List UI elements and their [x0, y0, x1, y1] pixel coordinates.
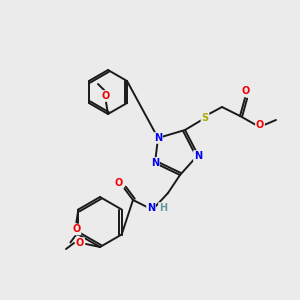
Text: O: O [242, 86, 250, 96]
Text: O: O [102, 91, 110, 101]
Text: N: N [147, 203, 155, 213]
Text: O: O [256, 120, 264, 130]
Text: H: H [159, 203, 167, 213]
Text: N: N [194, 151, 202, 161]
Text: N: N [154, 133, 162, 143]
Text: S: S [201, 113, 208, 123]
Text: O: O [115, 178, 123, 188]
Text: N: N [151, 158, 159, 168]
Text: O: O [72, 224, 80, 235]
Text: O: O [76, 238, 84, 248]
